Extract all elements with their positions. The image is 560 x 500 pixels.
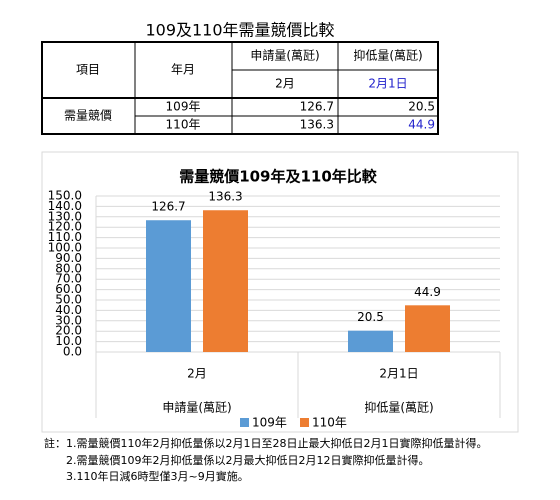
table-subheader: 2月 [275, 77, 295, 91]
y-tick-label: 0.0 [63, 345, 82, 359]
y-tick-label: 150.0 [48, 189, 82, 203]
table-header: 申請量(萬瓩) [250, 49, 319, 63]
table-cell: 136.3 [300, 118, 334, 132]
y-tick-label: 10.0 [55, 334, 82, 348]
y-tick-label: 40.0 [55, 303, 82, 317]
x-group-label: 抑低量(萬瓩) [364, 400, 433, 415]
y-tick-label: 20.0 [55, 324, 82, 338]
table-header: 抑低量(萬瓩) [353, 48, 422, 63]
bar [348, 330, 393, 352]
y-tick-label: 110.0 [48, 230, 82, 244]
y-tick-label: 140.0 [48, 199, 82, 213]
y-tick-label: 90.0 [55, 251, 82, 265]
table-subheader: 2月1日 [368, 77, 407, 91]
table-cell: 109年 [166, 100, 201, 114]
y-tick-label: 130.0 [48, 209, 82, 223]
note: 1.需量競價110年2月抑低量係以2月1日至28日止最大抑低日2月1日實際抑低量… [66, 436, 487, 450]
data-label: 44.9 [414, 285, 441, 299]
legend-label: 109年 [252, 416, 287, 430]
note-label: 註： [44, 437, 66, 450]
data-label: 136.3 [208, 190, 242, 204]
x-tick-label: 2月 [187, 367, 207, 381]
table-cell: 44.9 [408, 118, 435, 132]
chart: 0.010.020.030.040.050.060.070.080.090.01… [48, 189, 501, 430]
table-cell: 126.7 [300, 100, 334, 114]
page-title: 109及110年需量競價比較 [145, 21, 334, 40]
y-tick-label: 80.0 [55, 261, 82, 275]
x-tick-label: 2月1日 [379, 367, 418, 381]
table-cell: 20.5 [408, 100, 435, 114]
legend-swatch [240, 418, 249, 427]
y-tick-label: 100.0 [48, 241, 82, 255]
legend-label: 110年 [312, 416, 347, 430]
chart-frame [41, 151, 519, 433]
table-header: 項目 [76, 63, 100, 77]
y-tick-label: 50.0 [55, 293, 82, 307]
table-cell: 110年 [166, 118, 201, 132]
y-tick-label: 120.0 [48, 220, 82, 234]
note: 3.110年日減6時型僅3月~9月實施。 [66, 469, 249, 483]
legend-swatch [300, 418, 309, 427]
bar [203, 210, 248, 352]
y-tick-label: 70.0 [55, 272, 82, 286]
x-group-label: 申請量(萬瓩) [162, 401, 231, 415]
data-label: 126.7 [151, 200, 185, 214]
data-label: 20.5 [357, 310, 384, 324]
y-tick-label: 30.0 [55, 313, 82, 327]
bar [146, 220, 191, 352]
y-tick-label: 60.0 [55, 282, 82, 296]
table-header: 年月 [171, 63, 195, 77]
bar [405, 305, 450, 352]
table: 項目 年月 申請量(萬瓩) 抑低量(萬瓩) 2月 2月1日 需量競價 109年 … [41, 41, 439, 135]
note: 2.需量競價109年2月抑低量係以2月最大抑低日2月12日實際抑低量計得。 [66, 453, 429, 467]
table-border [41, 41, 439, 135]
chart-title: 需量競價109年及110年比較 [179, 168, 378, 186]
table-row-group: 需量競價 [64, 108, 112, 123]
